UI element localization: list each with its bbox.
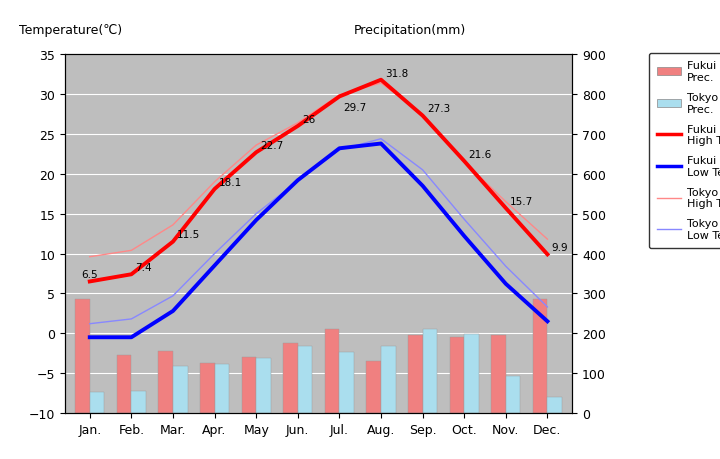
Bar — [283, 343, 298, 413]
Bar — [298, 346, 312, 413]
Bar — [173, 367, 187, 413]
Bar — [408, 336, 423, 413]
Bar — [200, 364, 215, 413]
Text: 26: 26 — [302, 115, 315, 124]
Text: 31.8: 31.8 — [385, 68, 408, 78]
Bar — [325, 330, 339, 413]
Text: 11.5: 11.5 — [177, 230, 200, 240]
Bar — [381, 346, 395, 413]
Bar — [131, 391, 146, 413]
Legend: Fukui city
Prec., Tokyo
Prec., Fukui city
High Temp., Fukui city
Low Temp., Toky: Fukui city Prec., Tokyo Prec., Fukui cit… — [649, 53, 720, 248]
Text: 21.6: 21.6 — [469, 150, 492, 160]
Bar — [491, 336, 506, 413]
Bar — [533, 300, 547, 413]
Text: Temperature(℃): Temperature(℃) — [19, 24, 122, 37]
Text: 18.1: 18.1 — [219, 177, 242, 187]
Bar — [450, 337, 464, 413]
Text: 7.4: 7.4 — [135, 263, 152, 273]
Text: 9.9: 9.9 — [552, 243, 568, 252]
Bar — [366, 361, 381, 413]
Bar — [215, 364, 229, 413]
Bar — [423, 330, 437, 413]
Bar — [117, 355, 131, 413]
Text: 6.5: 6.5 — [81, 270, 98, 280]
Text: 27.3: 27.3 — [427, 104, 450, 114]
Bar — [547, 397, 562, 413]
Text: 15.7: 15.7 — [510, 196, 534, 207]
Bar — [256, 358, 271, 413]
Bar — [464, 335, 479, 413]
Text: 22.7: 22.7 — [261, 141, 284, 151]
Bar — [506, 376, 521, 413]
Bar — [242, 358, 256, 413]
Text: Precipitation(mm): Precipitation(mm) — [354, 24, 467, 37]
Bar — [75, 300, 90, 413]
Bar — [90, 392, 104, 413]
Bar — [158, 352, 173, 413]
Bar — [339, 352, 354, 413]
Text: 29.7: 29.7 — [343, 103, 366, 113]
